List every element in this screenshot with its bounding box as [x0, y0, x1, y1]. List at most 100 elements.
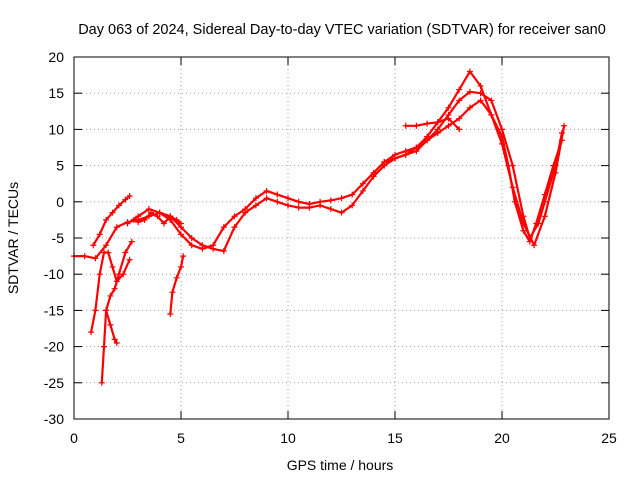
data-point [105, 249, 112, 256]
data-point [466, 104, 473, 111]
data-point [558, 137, 565, 144]
data-point [88, 329, 95, 336]
data-point [111, 336, 118, 343]
data-point [499, 126, 505, 133]
series-early-rise [90, 193, 133, 249]
data-point [231, 213, 238, 220]
data-point [220, 248, 227, 255]
y-tick-label: -20 [44, 339, 64, 355]
series-plateau [402, 115, 463, 133]
data-point [81, 253, 88, 260]
data-point [113, 224, 120, 231]
data-point [154, 213, 161, 220]
data-point [135, 213, 142, 220]
data-point [130, 216, 137, 223]
data-point [178, 231, 184, 238]
data-point [109, 263, 116, 270]
y-tick-label: -25 [44, 375, 64, 391]
data-point [359, 180, 366, 187]
y-tick-label: 20 [48, 49, 64, 65]
data-point [109, 209, 116, 216]
data-point [274, 198, 281, 205]
series-line [104, 309, 118, 345]
data-point [199, 245, 206, 252]
data-point [552, 169, 559, 176]
data-point [466, 68, 473, 75]
data-point [285, 202, 291, 209]
data-point [434, 130, 441, 137]
data-point [124, 220, 131, 227]
data-point [295, 204, 302, 211]
axis-ticks: -30 -25 -20 -15 -10 -5 0 5 10 15 20 0 5 10 15 20 25 [44, 49, 617, 446]
series-lower-branch [381, 97, 565, 245]
data-point [242, 206, 249, 213]
data-point [160, 220, 167, 227]
data-point [188, 235, 195, 241]
y-tick-label: 5 [56, 158, 64, 174]
series-dip-c [103, 307, 120, 346]
data-point [466, 88, 473, 95]
data-point [456, 126, 463, 133]
data-point [167, 311, 174, 318]
data-point [285, 195, 291, 202]
data-point [456, 115, 463, 122]
data-point [107, 321, 114, 328]
data-point [488, 111, 495, 118]
x-tick-label: 20 [494, 430, 510, 446]
data-point [499, 133, 505, 140]
data-point [126, 193, 133, 200]
data-point [456, 97, 463, 104]
data-point [526, 238, 533, 245]
y-tick-label: -30 [44, 411, 64, 427]
series-dip-a [88, 249, 133, 336]
data-point [96, 271, 103, 278]
data-point [327, 197, 334, 204]
data-point [188, 242, 195, 249]
data-point [115, 202, 122, 209]
data-point [413, 144, 420, 151]
y-tick-label: 15 [48, 85, 64, 101]
data-point [107, 292, 114, 299]
y-axis-label: SDTVAR / TECUs [5, 182, 21, 294]
data-point [122, 249, 129, 256]
gridlines [74, 57, 609, 419]
data-point [520, 227, 527, 234]
data-point [349, 191, 356, 198]
series-upper-branch [124, 68, 568, 252]
data-point [338, 195, 345, 202]
data-point [145, 206, 152, 213]
data-point [210, 242, 217, 249]
data-point [445, 104, 452, 111]
data-point [424, 137, 431, 144]
x-tick-label: 0 [70, 430, 78, 446]
data-point [169, 289, 176, 296]
data-point [392, 155, 398, 162]
data-point [98, 379, 105, 386]
data-point [173, 274, 180, 281]
data-point [122, 196, 129, 203]
y-tick-label: -5 [52, 230, 65, 246]
data-point [488, 97, 495, 104]
x-tick-label: 10 [280, 430, 296, 446]
data-point [359, 187, 366, 194]
series-line [383, 99, 564, 243]
data-point [220, 224, 227, 231]
data-point [92, 255, 99, 262]
series-line [89, 251, 131, 334]
data-point [317, 198, 324, 205]
data-point [100, 343, 107, 350]
data-point [349, 202, 356, 209]
data-point [413, 122, 420, 129]
data-point [424, 120, 431, 127]
data-point [92, 307, 99, 314]
data-point [445, 115, 452, 122]
data-point [550, 162, 557, 169]
data-point [531, 242, 538, 249]
data-point [505, 162, 512, 169]
data-point [274, 191, 281, 198]
data-point [103, 307, 110, 314]
data-point [306, 200, 313, 207]
y-tick-label: 10 [48, 121, 64, 137]
data-point [561, 122, 568, 129]
